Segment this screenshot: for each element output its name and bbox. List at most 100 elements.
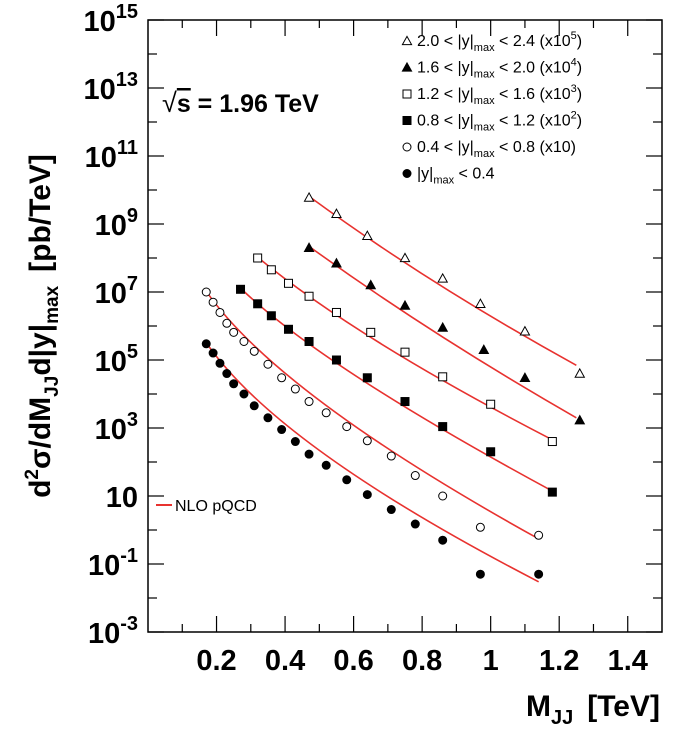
data-point-triangle-open [437,272,449,283]
data-point-square-filled [547,487,557,497]
data-point-circle-filled [263,413,273,423]
data-point-triangle-open [303,191,315,202]
data-point-circle-open [342,422,352,432]
data-point-circle-filled [229,379,239,389]
data-point-circle-open [215,307,225,317]
legend-label: 0.8 < |y|max < 1.2 (x102) [417,110,582,134]
data-point-circle-filled [321,460,331,470]
data-point-circle-open [208,297,218,307]
data-point-triangle-filled [303,242,315,252]
data-point-circle-filled [402,169,412,178]
data-point-circle-filled [239,389,249,399]
data-point-triangle-filled [437,321,449,332]
data-point-square-open [486,399,496,409]
data-point-square-open [331,307,341,317]
data-point-square-filled [362,373,372,383]
nlo-fit-line [205,342,540,583]
data-point-square-open [438,372,448,382]
y-tick-label: 103 [95,409,138,446]
data-point-triangle-filled [401,61,413,72]
legend-label: 1.6 < |y|max < 2.0 (x104) [417,57,582,81]
y-tick-label: 10-1 [88,545,138,582]
data-point-square-filled [402,116,412,125]
y-tick-label: 10-3 [88,613,138,650]
legend-label: |y|max < 0.4 [417,166,495,187]
data-point-circle-filled [208,348,218,358]
data-point-square-open [366,327,376,337]
tick-marks [148,19,662,633]
data-point-circle-filled [304,449,314,459]
data-point-circle-filled [362,490,372,500]
y-tick-label: 109 [95,205,138,242]
y-tick-label: 1013 [83,69,138,106]
data-point-circle-filled [201,339,211,349]
x-tick-label: 1.4 [608,645,648,677]
data-point-circle-open [438,491,448,501]
data-point-square-filled [304,337,314,347]
data-point-triangle-open [474,298,486,308]
tick-labels: 0.2 0.4 0.6 0.8 1 1.2 1.4 1015 1013 1011 109 107 105… [83,1,647,677]
data-point-circle-open [304,397,314,407]
data-point-triangle-open [331,208,342,218]
data-point-square-filled [253,299,263,309]
data-points [201,191,586,579]
data-point-circle-open [386,451,396,461]
data-point-triangle-open [399,252,411,263]
data-point-circle-filled [410,519,420,529]
data-point-circle-open [534,530,544,540]
x-tick-label: 0.4 [265,645,305,677]
data-point-triangle-filled [399,299,411,310]
data-point-square-filled [486,447,496,457]
data-point-square-filled [331,355,341,365]
data-point-circle-open [475,522,485,532]
data-point-circle-open [402,142,412,152]
data-point-circle-open [277,373,287,383]
data-point-triangle-filled [331,257,342,268]
data-point-square-open [304,291,314,301]
data-point-square-filled [438,422,448,432]
data-point-square-open [253,253,263,263]
data-point-square-filled [266,311,276,321]
data-point-square-filled [283,324,293,334]
data-point-circle-filled [475,569,485,579]
data-point-square-filled [400,397,410,407]
y-tick-label: 1015 [83,1,138,38]
data-point-circle-open [229,327,239,337]
data-point-circle-filled [342,475,352,485]
data-point-triangle-filled [478,344,490,354]
data-point-circle-filled [249,401,259,411]
data-point-triangle-filled [519,372,531,382]
y-tick-label: 10 [106,482,138,514]
nlo-fit-line [308,195,577,366]
x-axis-title: MJJ [TeV] [526,690,660,729]
data-point-circle-filled [277,425,287,435]
data-point-square-open [283,278,293,288]
data-point-circle-open [222,318,232,328]
legend-label: 2.0 < |y|max < 2.4 (x105) [417,30,582,54]
nlo-fit-line [308,245,577,419]
data-point-circle-filled [438,535,448,545]
y-tick-label: 107 [95,273,138,310]
nlo-legend: NLO pQCD [156,498,257,515]
data-point-triangle-open [401,35,413,46]
x-tick-label: 0.6 [333,645,373,677]
data-point-circle-filled [215,358,225,368]
data-point-circle-open [362,436,372,446]
data-point-triangle-open [519,325,531,336]
data-point-square-open [547,437,557,447]
y-tick-label: 1011 [85,137,138,174]
y-tick-label: 105 [95,341,138,378]
data-point-square-open [400,347,410,357]
y-axis-title: d2σ/dMJJd|y|max[pb/TeV] [22,154,63,498]
data-point-circle-open [201,287,211,297]
x-tick-label: 1 [483,645,499,677]
data-point-circle-open [410,471,420,481]
data-point-circle-filled [534,569,544,579]
legend-label: 1.2 < |y|max < 1.6 (x103) [417,83,582,107]
data-point-circle-open [249,346,259,356]
data-point-triangle-filled [574,414,586,425]
data-point-circle-filled [222,369,232,379]
data-point-circle-open [263,359,273,369]
legend-label: 0.4 < |y|max < 0.8 (x10) [417,139,576,160]
